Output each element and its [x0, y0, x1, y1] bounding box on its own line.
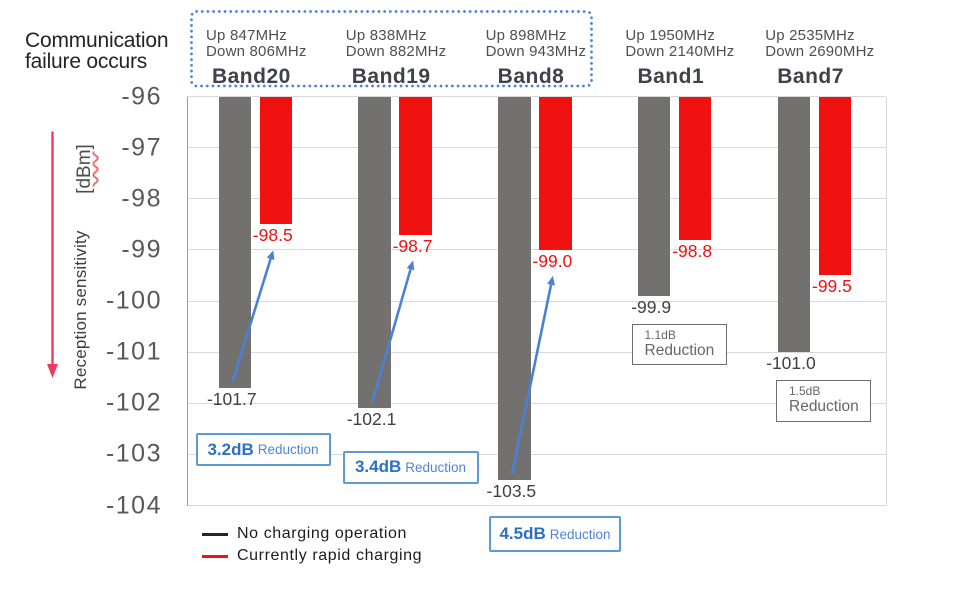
improvement-arrow-Band8-head	[547, 275, 555, 286]
freq-up-Band1: Up 1950MHz	[625, 27, 715, 44]
reduction-word-Band1: Reduction	[644, 341, 715, 359]
freq-label-Band7: Up 2535MHz Down 2690MHz	[765, 28, 874, 60]
value-label-rapid-charging-Band20: -98.5	[252, 225, 293, 246]
gridline--104	[187, 505, 886, 506]
y-tick-label--99: -99	[121, 235, 162, 264]
communication-failure-note: Communication failure occurs	[25, 28, 169, 73]
reduction-word-Band20: Reduction	[257, 442, 319, 457]
reduction-value-Band20: 3.2dB	[207, 439, 254, 459]
reduction-value-Band1: 1.1dB	[644, 327, 676, 342]
reduction-word-Band8: Reduction	[549, 526, 611, 542]
y-tick-label--104: -104	[105, 491, 162, 519]
gridline--98	[187, 198, 886, 200]
band-name-Band1: Band1	[637, 65, 705, 88]
bar-no-charging-Band8	[498, 96, 531, 480]
reduction-box-Band19: 3.4dB Reduction	[342, 450, 479, 484]
freq-up-Band19: Up 838MHz	[345, 27, 427, 44]
y-tick-label--100: -100	[105, 286, 162, 315]
no-charging-legend-label: No charging operation	[237, 525, 408, 542]
value-label-rapid-charging-Band7: -99.5	[811, 276, 852, 297]
y-axis-units-text: [dBm]	[74, 144, 95, 194]
communication-failure-note-line1: Communication	[25, 28, 169, 52]
value-label-rapid-charging-Band1: -98.8	[672, 240, 713, 261]
band-name-Band19: Band19	[351, 65, 431, 88]
freq-down-Band20: Down 806MHz	[206, 42, 307, 60]
y-tick-label--101: -101	[105, 337, 162, 366]
bar-no-charging-Band20	[218, 96, 251, 388]
band-name-Band20: Band20	[211, 65, 291, 88]
y-tick-label--97: -97	[121, 133, 162, 162]
reduction-word-Band7: Reduction	[789, 397, 859, 415]
y-tick-label--103: -103	[105, 439, 162, 468]
gridline--99	[187, 249, 886, 251]
reduction-box-Band8: 4.5dB Reduction	[489, 516, 621, 552]
no-charging-legend-dash	[202, 532, 228, 536]
reduction-value-Band7: 1.5dB	[789, 383, 821, 398]
bar-rapid-charging-Band19	[399, 96, 432, 235]
bar-rapid-charging-Band20	[259, 96, 292, 225]
band-name-Band7: Band7	[777, 65, 844, 88]
reduction-box-Band20: 3.2dB Reduction	[195, 433, 331, 466]
freq-up-Band8: Up 898MHz	[485, 27, 567, 44]
y-axis-title: Reception sensitivity	[70, 224, 92, 396]
y-tick-label--102: -102	[105, 388, 162, 417]
y-axis-title-text: Reception sensitivity	[71, 230, 90, 390]
freq-label-Band1: Up 1950MHz Down 2140MHz	[625, 28, 734, 60]
y-axis-line	[187, 96, 188, 506]
plot-right-border	[886, 96, 887, 506]
value-label-rapid-charging-Band8: -99.0	[532, 250, 573, 271]
freq-label-Band19: Up 838MHz Down 882MHz	[346, 28, 447, 60]
freq-label-Band20: Up 847MHz Down 806MHz	[206, 28, 307, 60]
communication-failure-note-line2: failure occurs	[25, 50, 148, 73]
improvement-arrow-Band19-head	[406, 260, 415, 271]
reduction-word-Band19: Reduction	[405, 459, 467, 475]
rapid-charging-legend-label: Currently rapid charging	[237, 547, 423, 564]
bar-rapid-charging-Band8	[539, 96, 572, 250]
freq-down-Band7: Down 2690MHz	[765, 42, 875, 60]
reduction-value-Band19: 3.4dB	[354, 457, 402, 476]
value-label-no-charging-Band20: -101.7	[206, 388, 257, 409]
value-label-rapid-charging-Band19: -98.7	[392, 235, 433, 256]
value-label-no-charging-Band19: -102.1	[346, 409, 397, 430]
rapid-charging-legend-dash	[202, 554, 228, 558]
value-label-no-charging-Band7: -101.0	[766, 353, 816, 374]
freq-down-Band1: Down 2140MHz	[625, 42, 735, 60]
y-axis-units: [dBm]	[68, 138, 102, 200]
y-tick-label--98: -98	[121, 184, 162, 213]
reduction-box-Band1: 1.1dB Reduction	[631, 323, 727, 365]
legend-item-no-charging: No charging operation	[202, 523, 422, 545]
freq-up-Band20: Up 847MHz	[206, 27, 287, 44]
bar-rapid-charging-Band7	[818, 96, 852, 276]
freq-down-Band8: Down 943MHz	[485, 42, 587, 60]
bar-rapid-charging-Band1	[678, 96, 712, 240]
value-label-no-charging-Band8: -103.5	[486, 480, 537, 501]
highlight-dotted-box-border	[190, 10, 593, 88]
gridline--96	[187, 96, 886, 97]
band-name-Band8: Band8	[497, 65, 565, 88]
freq-down-Band19: Down 882MHz	[345, 42, 447, 60]
bar-no-charging-Band7	[777, 96, 811, 353]
bar-no-charging-Band19	[358, 96, 391, 409]
improvement-arrow-Band20-head	[266, 250, 275, 261]
freq-label-Band8: Up 898MHz Down 943MHz	[486, 28, 587, 60]
highlight-dotted-box	[190, 10, 593, 88]
y-tick-label--96: -96	[121, 82, 162, 110]
reduction-value-Band8: 4.5dB	[499, 524, 546, 543]
freq-up-Band7: Up 2535MHz	[765, 27, 855, 44]
bar-no-charging-Band1	[637, 96, 671, 296]
value-label-no-charging-Band1: -99.9	[631, 296, 672, 317]
legend-item-rapid-charging: Currently rapid charging	[202, 545, 422, 567]
sensitivity-direction-arrow-head	[47, 364, 58, 378]
reduction-box-Band7: 1.5dB Reduction	[776, 379, 871, 422]
gridline--97	[187, 147, 886, 149]
legend: No charging operation Currently rapid ch…	[202, 523, 422, 567]
